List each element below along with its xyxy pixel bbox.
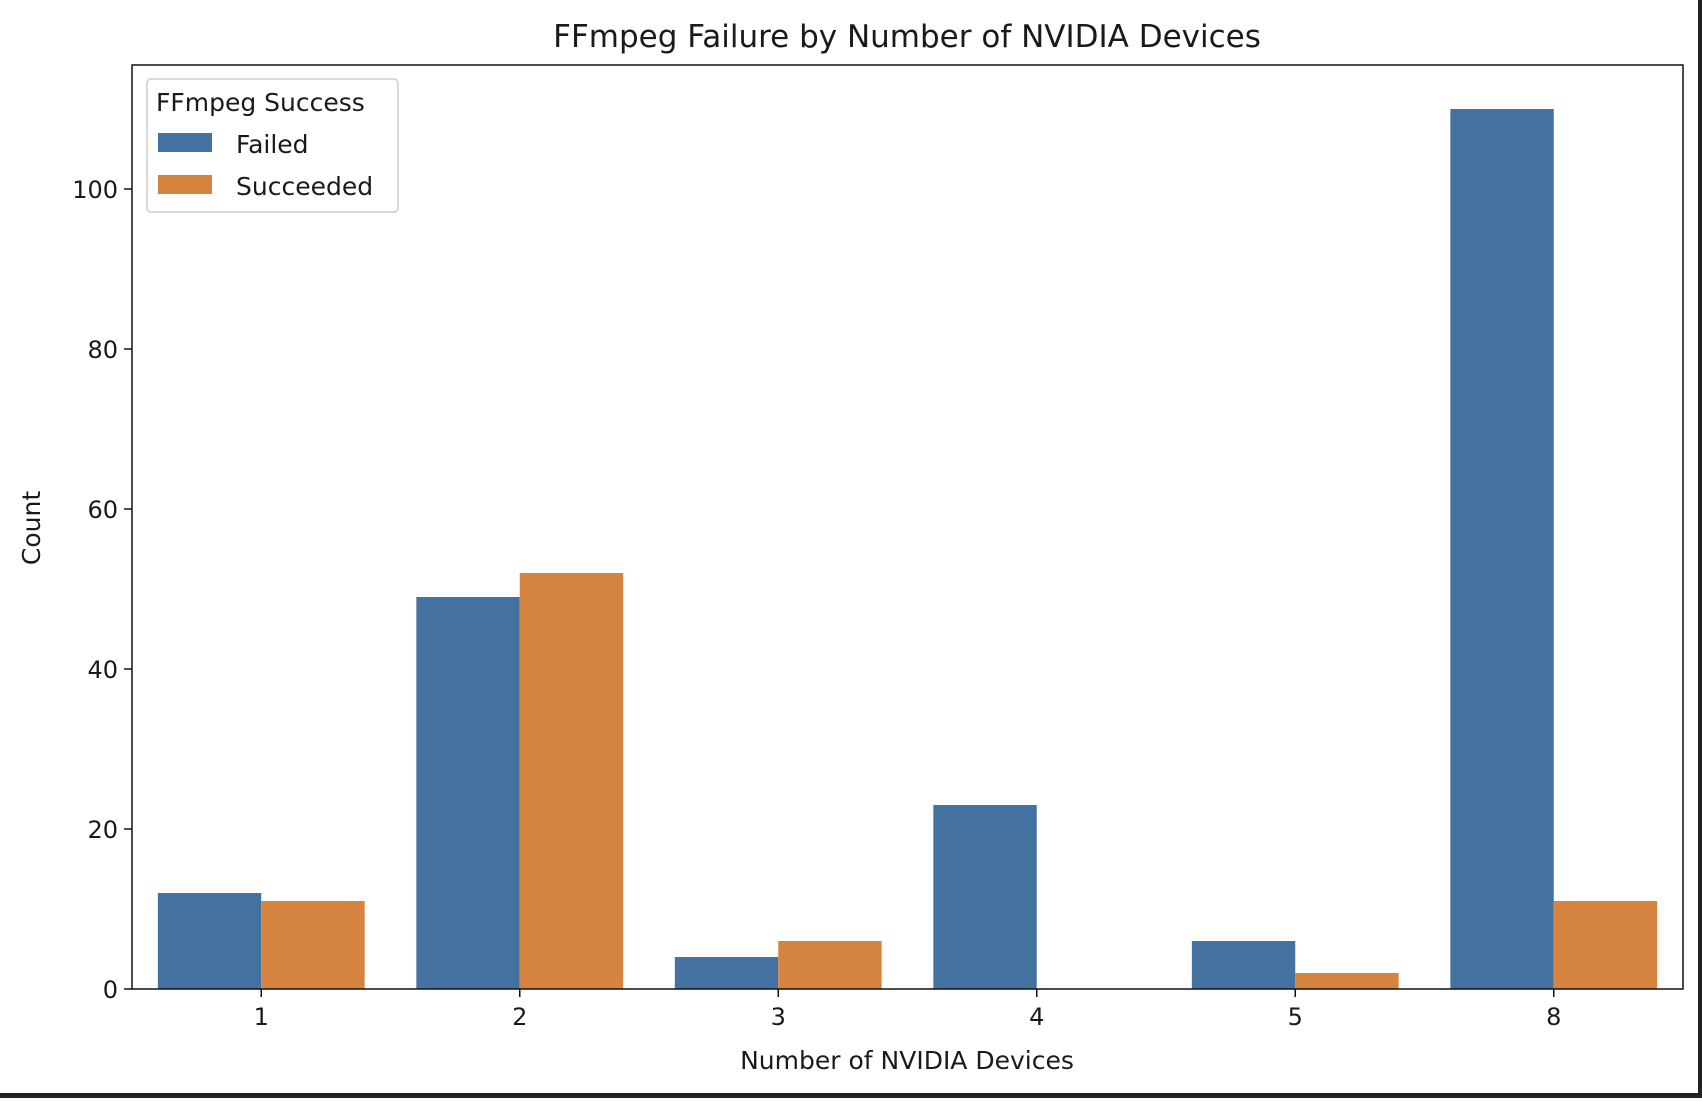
y-tick-label: 80 xyxy=(87,336,118,364)
x-tick-label: 8 xyxy=(1546,1003,1561,1031)
bar-succeeded-5 xyxy=(1295,973,1399,989)
legend-label-failed: Failed xyxy=(236,130,309,159)
y-tick-label: 20 xyxy=(87,816,118,844)
bar-succeeded-8 xyxy=(1553,901,1658,989)
x-tick-label: 5 xyxy=(1288,1003,1303,1031)
bar-failed-5 xyxy=(1191,941,1296,989)
bar-failed-8 xyxy=(1450,109,1554,989)
legend-swatch-failed xyxy=(158,133,212,152)
y-tick-label: 100 xyxy=(72,176,118,204)
window-edge-bottom xyxy=(0,1093,1702,1098)
x-tick-label: 4 xyxy=(1029,1003,1044,1031)
bar-failed-4 xyxy=(933,805,1037,989)
legend: FFmpeg Success Failed Succeeded xyxy=(146,78,399,213)
x-tick-label: 1 xyxy=(254,1003,269,1031)
bar-failed-1 xyxy=(157,893,262,989)
bar-succeeded-3 xyxy=(778,941,882,989)
legend-swatch-succeeded xyxy=(158,175,212,194)
y-tick-label: 60 xyxy=(87,496,118,524)
chart-title: FFmpeg Failure by Number of NVIDIA Devic… xyxy=(553,19,1261,55)
y-axis-label: Count xyxy=(17,491,46,565)
window-edge-right xyxy=(1698,0,1702,1098)
legend-title: FFmpeg Success xyxy=(156,88,365,117)
x-tick-label: 3 xyxy=(771,1003,786,1031)
plot-frame xyxy=(131,64,1684,990)
legend-label-succeeded: Succeeded xyxy=(236,172,373,201)
bar-succeeded-1 xyxy=(261,901,365,989)
x-tick-label: 2 xyxy=(512,1003,527,1031)
bar-failed-3 xyxy=(674,957,779,989)
bar-succeeded-2 xyxy=(519,573,624,989)
bar-failed-2 xyxy=(416,597,520,989)
y-tick-label: 40 xyxy=(87,656,118,684)
y-tick-label: 0 xyxy=(103,976,118,1004)
x-axis-label: Number of NVIDIA Devices xyxy=(740,1046,1074,1075)
